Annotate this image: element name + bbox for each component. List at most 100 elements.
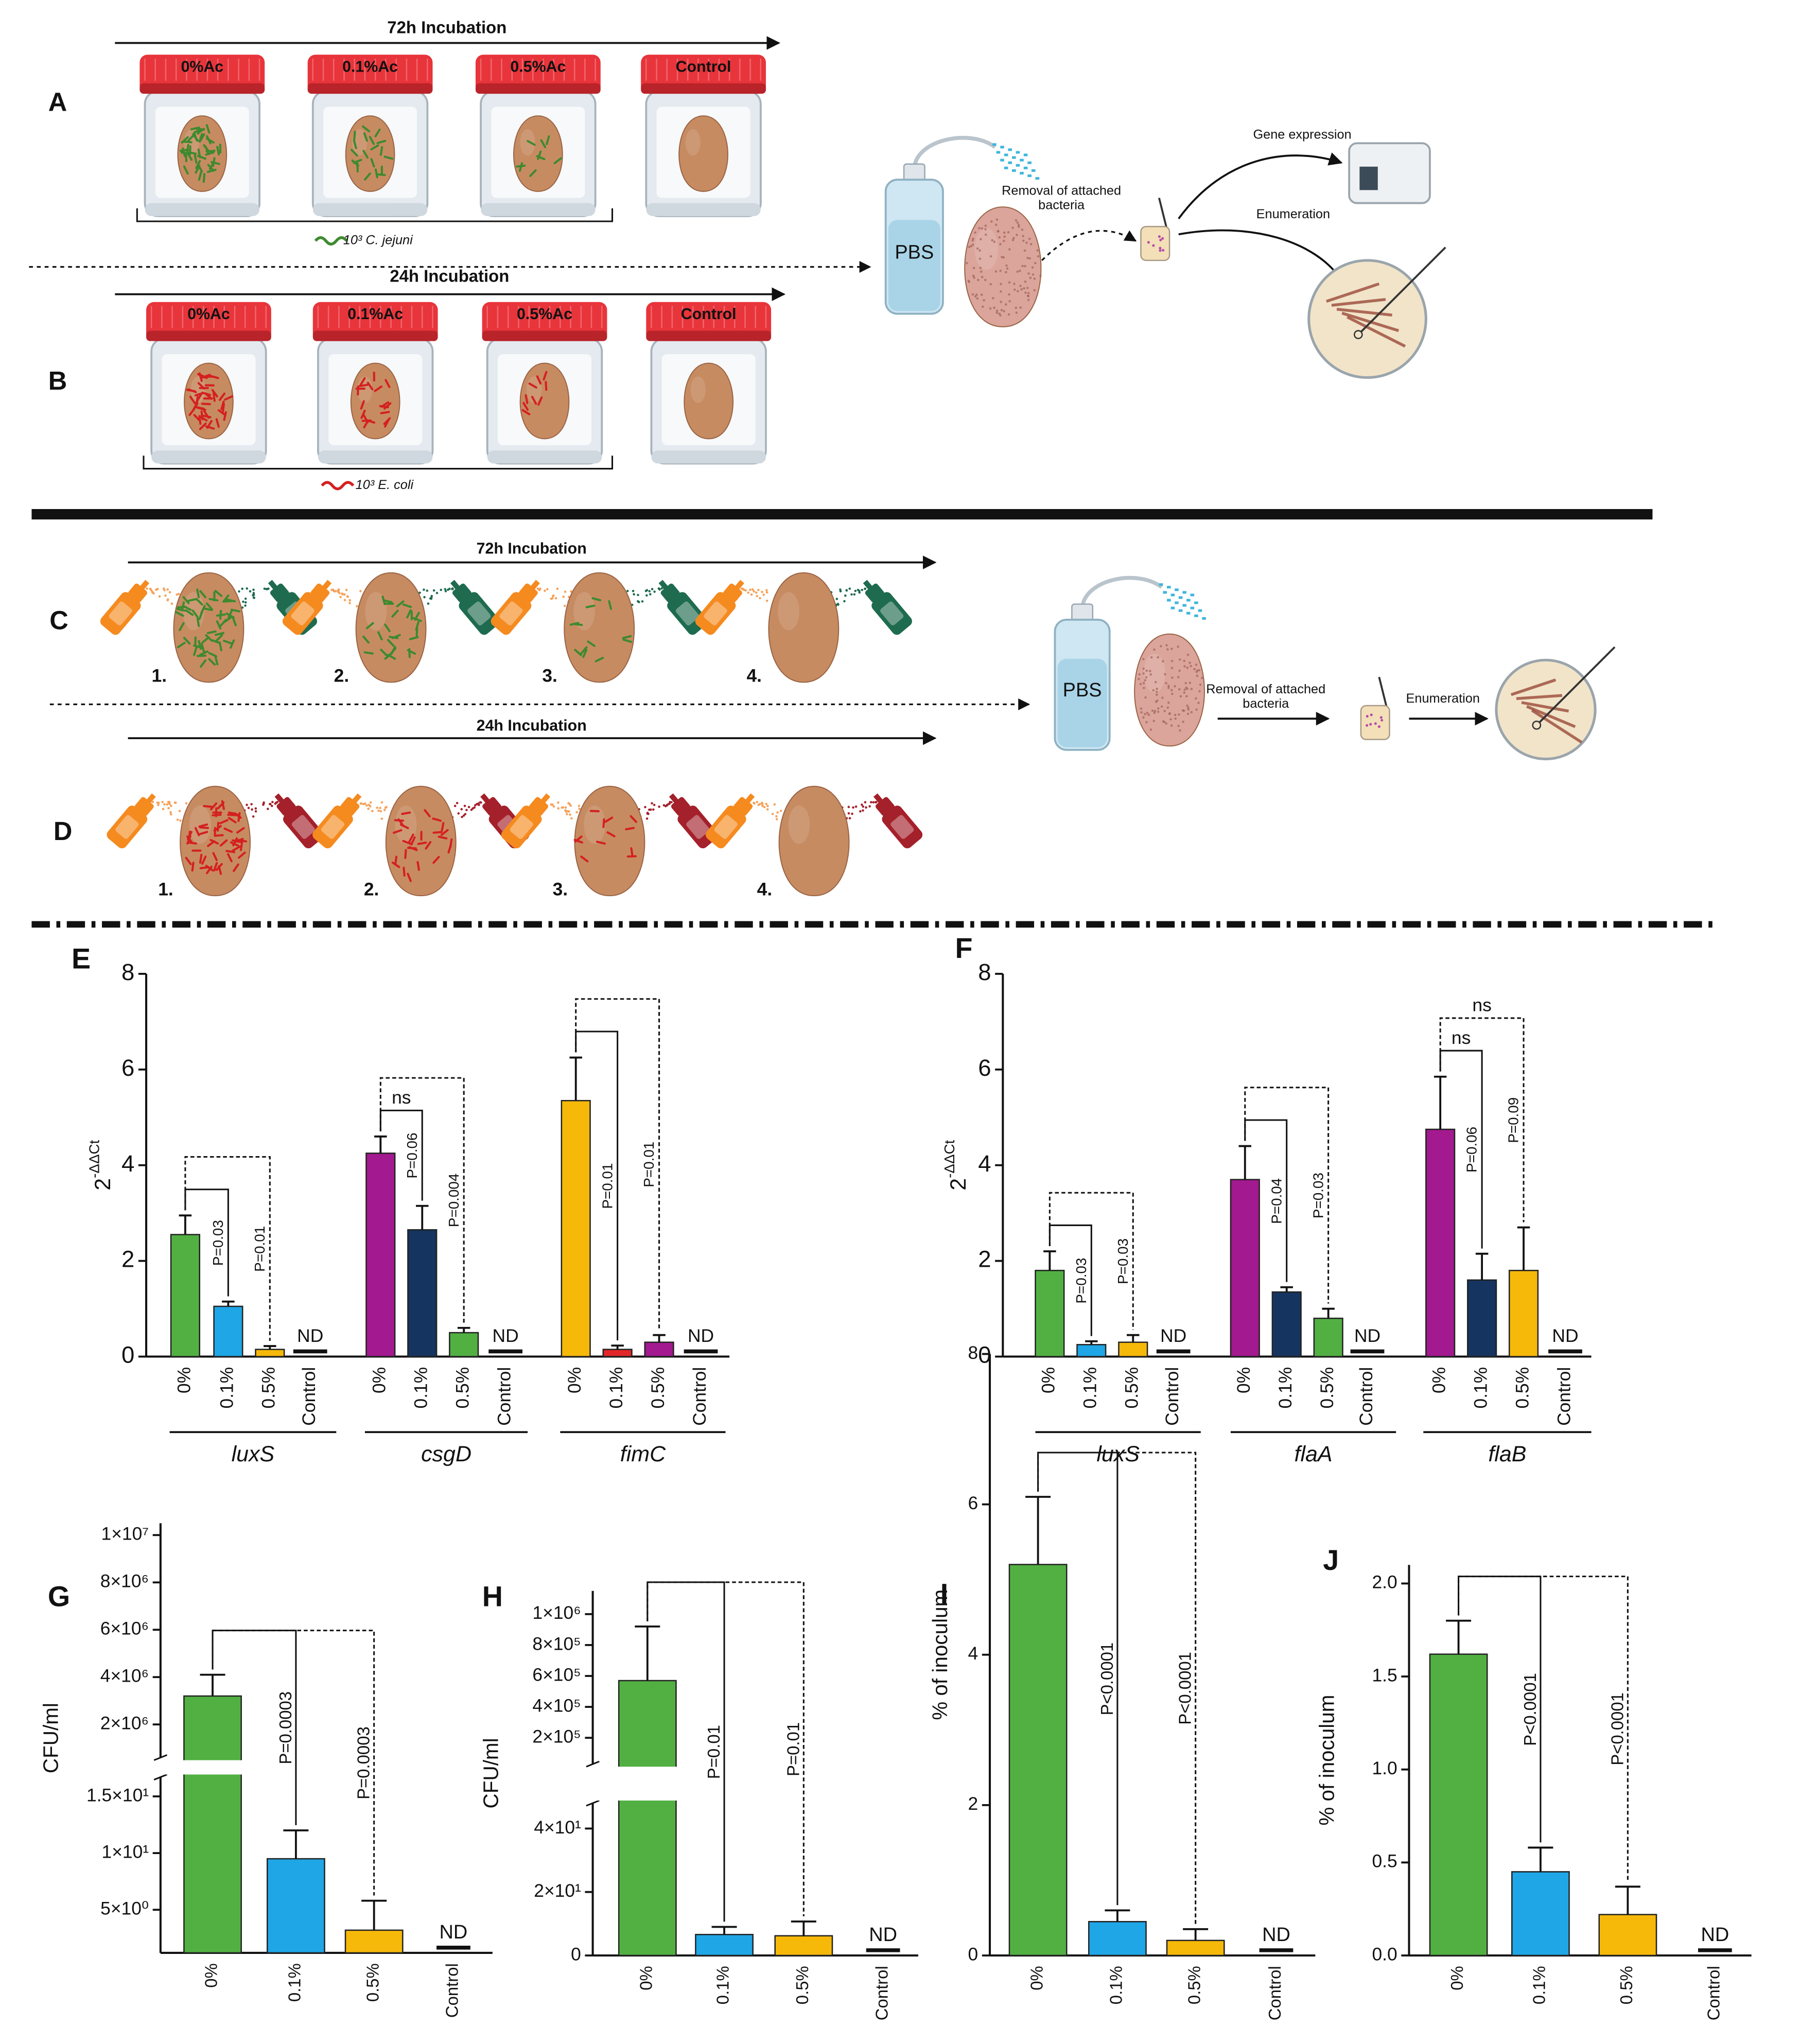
- egg: [564, 572, 635, 683]
- spray-mist: [274, 801, 277, 805]
- error-bar: [416, 1204, 429, 1230]
- panel-label: J: [1323, 1544, 1339, 1576]
- speckle: [1177, 645, 1179, 648]
- bacterium: [622, 638, 633, 643]
- speckle: [1157, 656, 1160, 659]
- spray-mist: [570, 817, 573, 820]
- spray-mist: [185, 802, 188, 805]
- speckle: [1025, 241, 1028, 244]
- spray-mist: [162, 808, 165, 811]
- speckle: [1033, 289, 1036, 292]
- spray-bottle: [501, 793, 551, 849]
- panel-label: B: [48, 366, 67, 395]
- y-tick-label: 4×10⁶: [100, 1666, 149, 1686]
- spray-mist: [269, 802, 271, 806]
- bar: [1088, 1921, 1147, 1956]
- egg: [177, 115, 228, 192]
- x-tick-label: 0.1%: [285, 1963, 304, 2002]
- spray-mist: [365, 804, 368, 807]
- bacterium: [362, 125, 371, 132]
- spray-mist: [271, 800, 274, 803]
- spray-body: [695, 592, 736, 635]
- loop-tool: [1360, 247, 1446, 333]
- spray-nozzle: [322, 580, 332, 590]
- speckle: [1174, 713, 1177, 717]
- speckle: [979, 267, 982, 269]
- spray-mist: [162, 587, 165, 590]
- spray-mist: [848, 587, 851, 590]
- bacterium: [205, 149, 216, 153]
- spray-mist: [750, 593, 753, 596]
- spray-mist: [238, 590, 240, 593]
- rinse-drop: [1027, 161, 1032, 164]
- spray-mist: [169, 813, 172, 816]
- bacterium: [207, 840, 216, 847]
- p-value-label: P=0.01: [599, 1163, 615, 1209]
- spray-mist: [252, 588, 255, 591]
- bar: [774, 1935, 833, 1956]
- item-number: 1.: [152, 666, 167, 686]
- spray-mist: [763, 806, 766, 809]
- spray-mist: [448, 587, 451, 590]
- bar: [1271, 1291, 1302, 1357]
- error-bar: [179, 1214, 192, 1235]
- spray-mist: [376, 806, 379, 809]
- speckle: [1031, 266, 1034, 269]
- egg-highlight: [573, 592, 595, 631]
- spray-mist: [552, 594, 555, 597]
- bacterium: [219, 619, 227, 627]
- y-tick-label: 8×10⁵: [532, 1633, 581, 1654]
- spray-mist: [166, 588, 169, 591]
- bacterium: [220, 400, 225, 410]
- x-tick-label: 0.5%: [793, 1966, 812, 2004]
- speckled-egg: [964, 206, 1042, 327]
- spray-mist: [343, 599, 346, 602]
- speckle: [1032, 273, 1035, 276]
- speckle: [1146, 711, 1149, 714]
- spray-mist: [775, 815, 778, 818]
- speckle: [1007, 231, 1010, 234]
- spray-mist: [836, 603, 840, 605]
- y-tick-label: 0: [121, 1342, 134, 1368]
- spray-mist: [851, 812, 853, 815]
- spray-mist: [456, 801, 459, 805]
- spray-mist: [771, 813, 774, 815]
- tube-cell: [1158, 235, 1161, 238]
- speckle: [1020, 288, 1023, 291]
- speckle: [1024, 280, 1027, 283]
- spray-mist: [844, 594, 847, 597]
- speckle: [1179, 695, 1182, 697]
- panel-label: A: [48, 88, 67, 117]
- group-label: csgD: [421, 1442, 471, 1466]
- egg: [768, 572, 840, 683]
- speckle: [1157, 707, 1160, 710]
- comparison-bracket: [184, 1156, 271, 1341]
- bacterium: [537, 396, 543, 406]
- y-tick-label: 2: [121, 1246, 134, 1272]
- bacterium: [543, 371, 548, 381]
- bacterium: [196, 588, 200, 599]
- y-tick-label: 2×10⁵: [532, 1726, 581, 1747]
- spray-mist: [254, 807, 257, 810]
- bacterium: [415, 621, 420, 631]
- speckle: [972, 267, 975, 269]
- spray-label: [510, 815, 533, 839]
- y-tick-label: 8: [121, 959, 134, 985]
- bacterium: [211, 389, 218, 398]
- bacterium: [527, 139, 536, 146]
- speckle: [999, 243, 1002, 246]
- spray-bottle: [705, 793, 755, 849]
- speckle: [1005, 271, 1007, 274]
- comparison-bracket: [1439, 1017, 1525, 1222]
- bacterium: [385, 379, 391, 388]
- jar-label: 0.1%Ac: [347, 306, 403, 323]
- spray-mist: [164, 594, 167, 597]
- tube-cell: [1159, 238, 1162, 241]
- speckle: [1145, 669, 1148, 672]
- bar: [255, 1349, 285, 1357]
- bar: [365, 1152, 396, 1357]
- bacterium: [402, 603, 412, 608]
- bacterium: [537, 150, 542, 160]
- x-tick-label: Control: [689, 1367, 710, 1426]
